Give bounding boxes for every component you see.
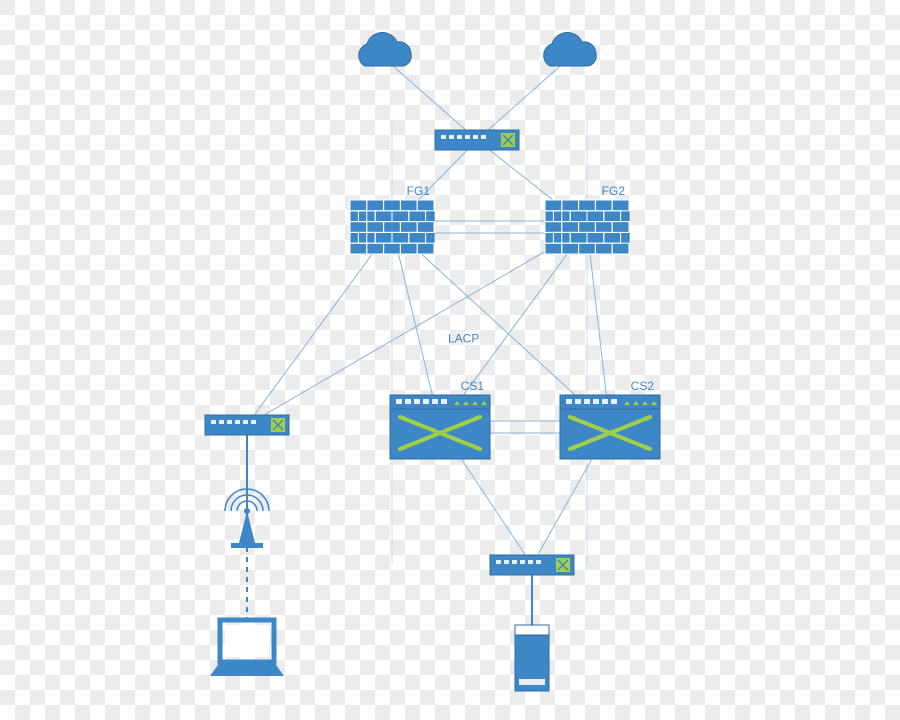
router2-node — [490, 555, 574, 575]
label-cs1: CS1 — [461, 379, 485, 393]
sw_left-node — [205, 415, 289, 435]
fg2-node — [545, 200, 629, 254]
label-fg2: FG2 — [602, 184, 626, 198]
label-lacp: LACP — [448, 332, 479, 346]
cs2-node — [560, 395, 660, 459]
router1-node — [435, 130, 519, 150]
cs1-node — [390, 395, 490, 459]
label-fg1: FG1 — [407, 184, 431, 198]
network-diagram: FG1 FG2 CS1 CS2 LACP — [0, 0, 900, 720]
checker-bg — [0, 0, 900, 720]
label-cs2: CS2 — [631, 379, 655, 393]
laptop-node — [210, 620, 284, 676]
server-node — [515, 625, 549, 691]
fg1-node — [350, 200, 434, 254]
